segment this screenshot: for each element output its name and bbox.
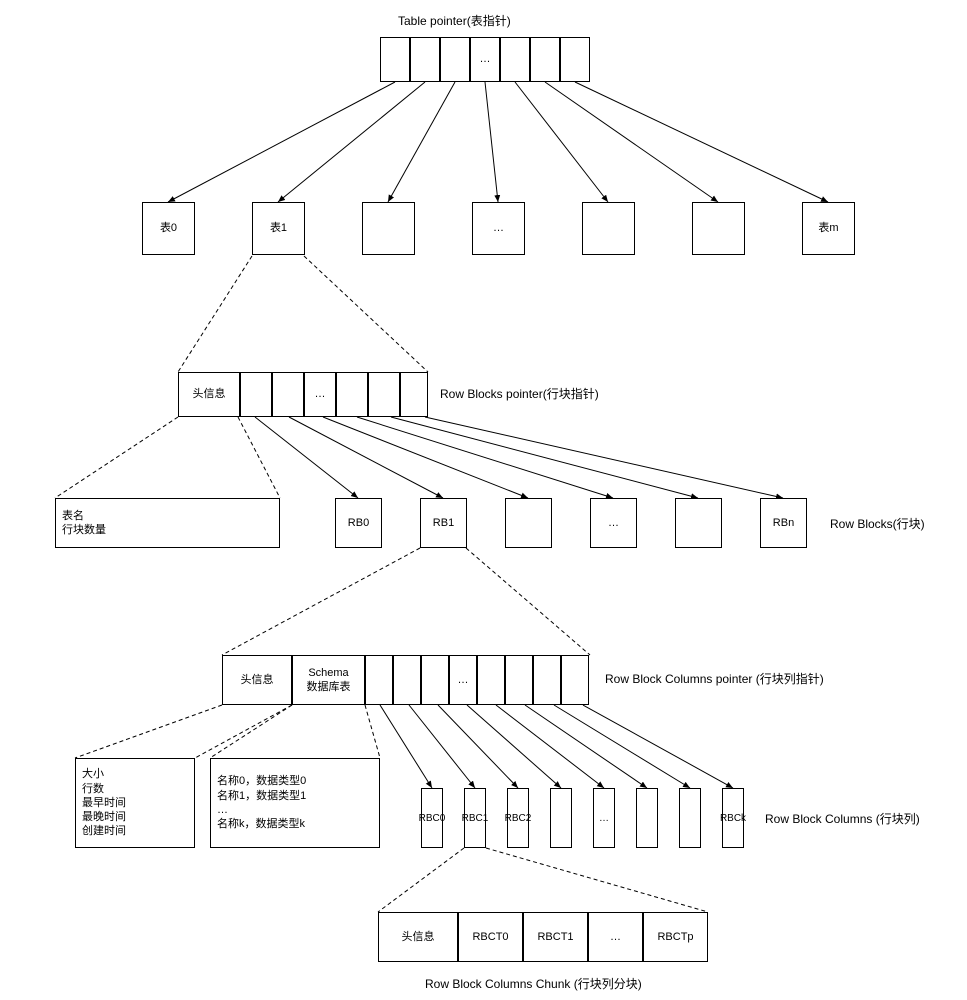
rbcp-cell-3: …: [449, 655, 477, 705]
tp-cell-1: [410, 37, 440, 82]
rbc-header: 头信息: [222, 655, 292, 705]
rbp-cell-4: [368, 372, 400, 417]
rbcp-cell-1: [393, 655, 421, 705]
rbc-schema-detail: 名称0，数据类型0 名称1，数据类型1 … 名称k，数据类型k: [210, 758, 380, 848]
rbcp-cell-6: [533, 655, 561, 705]
rbc-1: RBC1: [464, 788, 486, 848]
tp-cell-6: [560, 37, 590, 82]
row-block-columns-chunk-label: Row Block Columns Chunk (行块列分块): [425, 975, 642, 992]
rbct-0: RBCT0: [458, 912, 523, 962]
rbcp-cell-5: [505, 655, 533, 705]
rbcp-cell-7: [561, 655, 589, 705]
rb-4: [675, 498, 722, 548]
rbc-3: [550, 788, 572, 848]
row-blocks-pointer-label: Row Blocks pointer(行块指针): [440, 385, 599, 402]
rbcp-cell-4: [477, 655, 505, 705]
rbc-hd-1: 行数: [82, 782, 104, 796]
table-5: [692, 202, 745, 255]
rbc-hd-4: 创建时间: [82, 824, 126, 838]
row-block-columns-pointer-label: Row Block Columns pointer (行块列指针): [605, 670, 824, 687]
tp-cell-3: …: [470, 37, 500, 82]
table-0: 表0: [142, 202, 195, 255]
tp-cell-5: [530, 37, 560, 82]
rb-0: RB0: [335, 498, 382, 548]
rbc-header-detail: 大小 行数 最早时间 最晚时间 创建时间: [75, 758, 195, 848]
tp-cell-0: [380, 37, 410, 82]
rbc-schema: Schema 数据库表: [292, 655, 365, 705]
rbc-sd-2: …: [217, 803, 228, 817]
rbc-2: RBC2: [507, 788, 529, 848]
row-block-columns-label: Row Block Columns (行块列): [765, 810, 920, 827]
diagram-canvas: Table pointer(表指针) … 表0 表1 … 表m 头信息 … Ro…: [0, 0, 967, 1000]
rbp-cell-1: [272, 372, 304, 417]
rbc-4: …: [593, 788, 615, 848]
rb-3: …: [590, 498, 637, 548]
tp-cell-4: [500, 37, 530, 82]
rb-header: 头信息: [178, 372, 240, 417]
rbp-cell-3: [336, 372, 368, 417]
rbc-sd-3: 名称k，数据类型k: [217, 817, 305, 831]
rb-n: RBn: [760, 498, 807, 548]
rb-header-detail: 表名 行块数量: [55, 498, 280, 548]
rbc-hd-3: 最晚时间: [82, 810, 126, 824]
rbc-0: RBC0: [421, 788, 443, 848]
rbp-cell-0: [240, 372, 272, 417]
rb-header-detail-0: 表名: [62, 509, 84, 523]
tp-cell-2: [440, 37, 470, 82]
rbc-hd-2: 最早时间: [82, 796, 126, 810]
rbct-ellipsis: …: [588, 912, 643, 962]
rbp-cell-2: …: [304, 372, 336, 417]
rbct-header: 头信息: [378, 912, 458, 962]
row-blocks-label: Row Blocks(行块): [830, 515, 925, 532]
table-pointer-label: Table pointer(表指针): [398, 12, 511, 29]
rbcp-cell-2: [421, 655, 449, 705]
table-4: [582, 202, 635, 255]
rbc-sd-0: 名称0，数据类型0: [217, 774, 306, 788]
rbct-1: RBCT1: [523, 912, 588, 962]
rbct-p: RBCTp: [643, 912, 708, 962]
rbc-k: RBCk: [722, 788, 744, 848]
rb-1: RB1: [420, 498, 467, 548]
table-m: 表m: [802, 202, 855, 255]
rbc-sd-1: 名称1，数据类型1: [217, 789, 306, 803]
rbcp-cell-0: [365, 655, 393, 705]
rbc-hd-0: 大小: [82, 767, 104, 781]
rb-2: [505, 498, 552, 548]
rbc-6: [679, 788, 701, 848]
table-1: 表1: [252, 202, 305, 255]
rb-header-detail-1: 行块数量: [62, 523, 106, 537]
rbc-5: [636, 788, 658, 848]
rbp-cell-5: [400, 372, 428, 417]
table-3: …: [472, 202, 525, 255]
table-2: [362, 202, 415, 255]
